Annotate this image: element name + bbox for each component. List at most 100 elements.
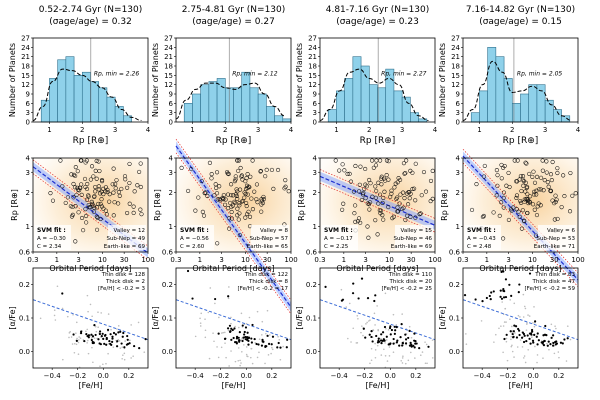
planet-point [397, 201, 402, 206]
planet-point [353, 163, 358, 169]
field-star [401, 362, 404, 364]
y-tick-label: 2 [456, 189, 460, 197]
y-tick-label: 0.2 [306, 281, 317, 289]
svm-C: C = 2.34 [37, 244, 62, 250]
planet-point [501, 195, 506, 200]
thin-disk-star [415, 342, 418, 345]
planet-point [69, 172, 74, 177]
thin-disk-star [117, 331, 120, 334]
y-tick-label: 3 [26, 109, 30, 117]
field-star [526, 323, 528, 325]
planet-point [228, 200, 233, 206]
field-star [112, 346, 115, 348]
x-tick-label: 3 [506, 256, 510, 264]
svm-C: C = 2.48 [467, 244, 492, 250]
scatter-frame [462, 157, 579, 253]
planet-point [358, 220, 363, 225]
thin-disk-star [100, 334, 103, 338]
planet-point [520, 174, 526, 179]
kde-curve [175, 82, 285, 120]
planet-point [504, 183, 509, 188]
svm-box [178, 225, 214, 250]
planet-point [506, 170, 511, 175]
x-tick-label: 1 [198, 256, 202, 264]
thin-disk-star [286, 338, 289, 341]
field-star [240, 312, 243, 315]
thin-disk-star [380, 333, 383, 336]
planet-point [402, 171, 407, 176]
planet-point [351, 189, 357, 194]
x-tick-label: 0.0 [385, 372, 396, 380]
disk-divider [319, 299, 436, 341]
planet-point [561, 173, 566, 178]
thin-disk-star [395, 326, 398, 329]
field-star [348, 302, 351, 305]
thick-disk-count: Thick disk = 47 [531, 279, 575, 285]
thin-disk-star [552, 341, 555, 345]
y-axis-label: Number of Planets [295, 43, 304, 117]
planet-point [71, 172, 77, 177]
field-star [71, 343, 74, 345]
x-tick-label: 3 [76, 256, 80, 264]
thick-disk-star [499, 295, 502, 298]
y-tick-label: 0 [456, 119, 460, 127]
svm-A: A = −0.43 [467, 236, 496, 242]
planet-point [111, 166, 116, 171]
counts-box [538, 225, 576, 250]
planet-point [523, 180, 528, 185]
svm-C: C = 2.25 [324, 244, 349, 250]
field-star [523, 355, 526, 357]
field-star [73, 351, 76, 354]
field-star [123, 352, 126, 355]
planet-point [518, 198, 523, 204]
field-star [386, 360, 389, 362]
thin-disk-star [518, 333, 521, 337]
scatter-frame [175, 157, 292, 253]
planet-point [367, 177, 372, 183]
planet-point [356, 216, 362, 221]
field-star [61, 307, 64, 310]
radius-valley-label: Rp, min = 2.12 [232, 70, 277, 77]
thin-disk-star [547, 340, 550, 343]
field-star [260, 334, 263, 336]
planet-point [84, 186, 90, 192]
planet-point [186, 188, 191, 193]
planet-point [413, 161, 418, 166]
field-star [510, 335, 513, 338]
planet-point [99, 179, 105, 184]
histogram-bar [536, 84, 546, 123]
planet-point [71, 195, 76, 200]
planet-point [119, 186, 124, 192]
x-tick-label: 2 [223, 126, 227, 134]
period-radius-panel: SVM fit : A = −0.17 C = 2.25 Valley = 15 Sub… [297, 155, 442, 274]
planet-point [48, 191, 53, 196]
planet-point [495, 173, 500, 178]
planet-point [408, 168, 413, 173]
planet-point [418, 211, 423, 216]
planet-point [410, 186, 415, 192]
planet-point [189, 167, 194, 172]
field-star [228, 365, 230, 367]
y-tick-label: 0.1 [449, 315, 460, 323]
field-star [407, 359, 410, 362]
planet-point [384, 173, 389, 178]
field-star [377, 329, 380, 332]
field-star [78, 339, 80, 341]
y-tick-label: 21 [21, 53, 30, 61]
thin-disk-star [257, 343, 260, 346]
y-tick-label: 6 [456, 100, 461, 108]
histogram-bar [192, 93, 201, 123]
field-star [79, 337, 82, 340]
field-star [254, 341, 257, 344]
field-star [121, 357, 123, 360]
thick-disk-star [500, 297, 504, 300]
thin-disk-star [412, 344, 415, 347]
planet-point [544, 170, 549, 175]
field-star [519, 339, 522, 341]
planet-point [233, 177, 238, 182]
thin-disk-star [261, 340, 264, 343]
thin-disk-star [111, 340, 114, 344]
planet-point [73, 204, 78, 209]
planet-point [213, 182, 218, 187]
